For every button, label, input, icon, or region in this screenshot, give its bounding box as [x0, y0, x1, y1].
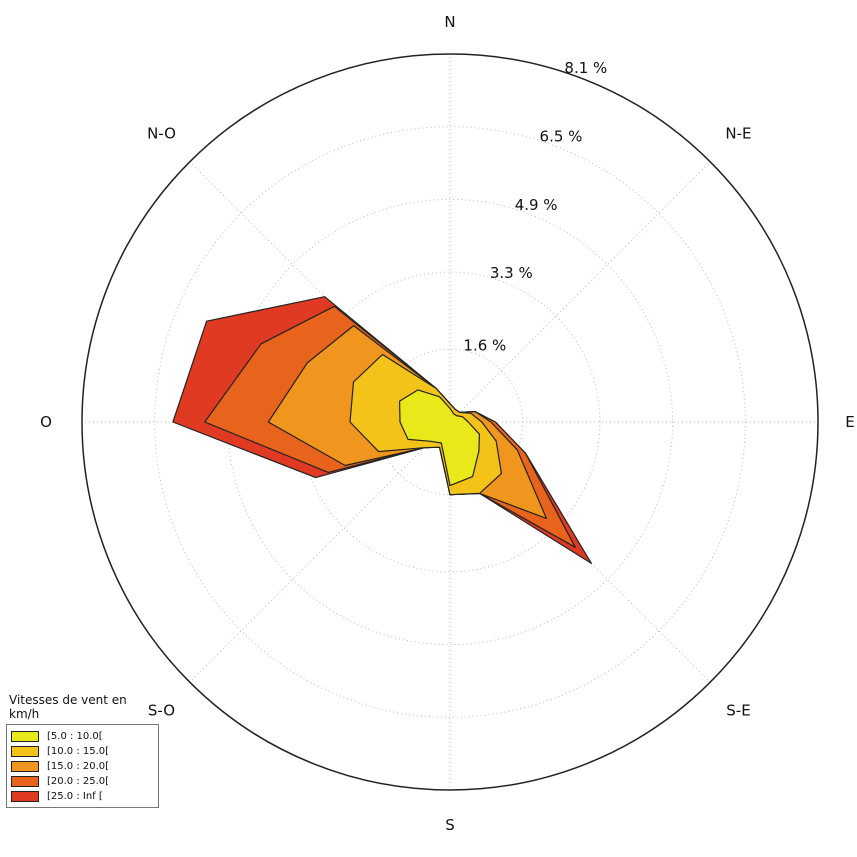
ring-label: 1.6 %: [463, 337, 506, 355]
legend-swatch: [11, 790, 39, 802]
direction-label: N-E: [725, 125, 751, 143]
direction-label: O: [40, 413, 52, 431]
direction-label: S-O: [148, 701, 175, 719]
legend-item: [25.0 : Inf [: [11, 789, 154, 803]
direction-label: S: [445, 816, 455, 834]
legend-swatch: [11, 760, 39, 772]
legend: Vitesses de vent en km/h [5.0 : 10.0[ [1…: [6, 693, 181, 808]
direction-label: E: [845, 413, 854, 431]
grid-ring: [226, 198, 674, 646]
legend-box: [5.0 : 10.0[ [10.0 : 15.0[ [15.0 : 20.0[…: [6, 724, 159, 808]
grid-ring: [154, 126, 746, 718]
ring-label: 4.9 %: [515, 196, 558, 214]
ring-labels: 1.6 % 3.3 % 4.9 % 6.5 % 8.1 %: [463, 59, 607, 354]
legend-swatch: [11, 745, 39, 757]
grid-spoke: [189, 421, 451, 683]
legend-label: [15.0 : 20.0[: [47, 760, 110, 772]
ring-label: 6.5 %: [540, 128, 583, 146]
legend-title: Vitesses de vent en km/h: [9, 693, 127, 721]
direction-labels: N N-E E S-E S S-O O N-O: [40, 13, 855, 834]
direction-label: N: [444, 13, 455, 31]
legend-item: [5.0 : 10.0[: [11, 729, 154, 743]
rose-band: [399, 389, 480, 487]
grid-spoke: [449, 161, 711, 423]
wind-rose-petals: [172, 296, 592, 564]
legend-label: [20.0 : 25.0[: [47, 775, 110, 787]
ring-label: 8.1 %: [564, 59, 607, 77]
legend-label: [25.0 : Inf [: [47, 790, 103, 802]
ring-label: 3.3 %: [490, 264, 533, 282]
legend-item: [15.0 : 20.0[: [11, 759, 154, 773]
legend-swatch: [11, 730, 39, 742]
legend-swatch: [11, 775, 39, 787]
grid-spoke: [189, 161, 451, 423]
direction-label: N-O: [147, 125, 176, 143]
outer-circle: [81, 53, 819, 791]
legend-label: [5.0 : 10.0[: [47, 730, 103, 742]
legend-item: [10.0 : 15.0[: [11, 744, 154, 758]
direction-label: S-E: [726, 701, 750, 719]
legend-item: [20.0 : 25.0[: [11, 774, 154, 788]
grid-ring: [299, 271, 601, 573]
legend-label: [10.0 : 15.0[: [47, 745, 110, 757]
